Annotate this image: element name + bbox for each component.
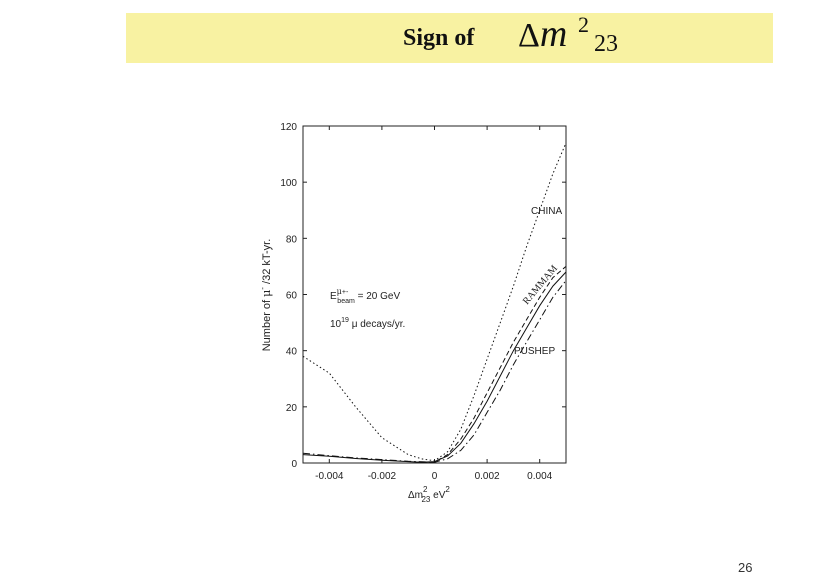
y-axis-label: Number of μ- /32 kT-yr. [258,239,273,352]
title-formula: Δm 2 23 [518,12,618,57]
axis-ticks: 0 20 40 60 80 100 120 -0.004 -0.002 0 0.002 0.004 [280,122,566,482]
y-tick-label: 120 [280,122,297,133]
x-axis-label: Δm2 23 eV2 [408,485,450,504]
y-tick-label: 100 [280,178,297,189]
title-superscript: 2 [578,12,589,37]
slide-title: Sign of [403,25,475,51]
series-line-rammam [302,271,567,463]
x-tick-label: 0.002 [475,471,500,482]
x-tick-label: -0.004 [315,471,344,482]
label-china: CHINA [531,206,562,217]
y-tick-label: 60 [286,291,298,302]
slide-number: 26 [738,560,753,575]
beam-energy-annotation: Eμ+-beam = 20 GeV [330,287,400,305]
y-tick-label: 20 [286,403,298,414]
series-line-china [302,142,567,462]
x-tick-label: -0.002 [368,471,397,482]
title-subscript: 23 [594,31,618,57]
series-line-unlabeled-2 [421,266,567,463]
series-layer [302,142,567,463]
y-tick-label: 80 [286,234,298,245]
title-variable: m [539,13,568,55]
title-delta-symbol: Δ [518,17,540,54]
y-tick-label: 40 [286,347,298,358]
series-line-pushep [302,280,567,463]
x-tick-label: 0.004 [527,471,552,482]
title-bar [126,13,773,63]
y-tick-label: 0 [291,459,297,470]
label-pushep: PUSHEP [514,346,555,357]
x-tick-label: 0 [432,471,438,482]
decay-rate-annotation: 1019 μ decays/yr. [330,317,405,330]
